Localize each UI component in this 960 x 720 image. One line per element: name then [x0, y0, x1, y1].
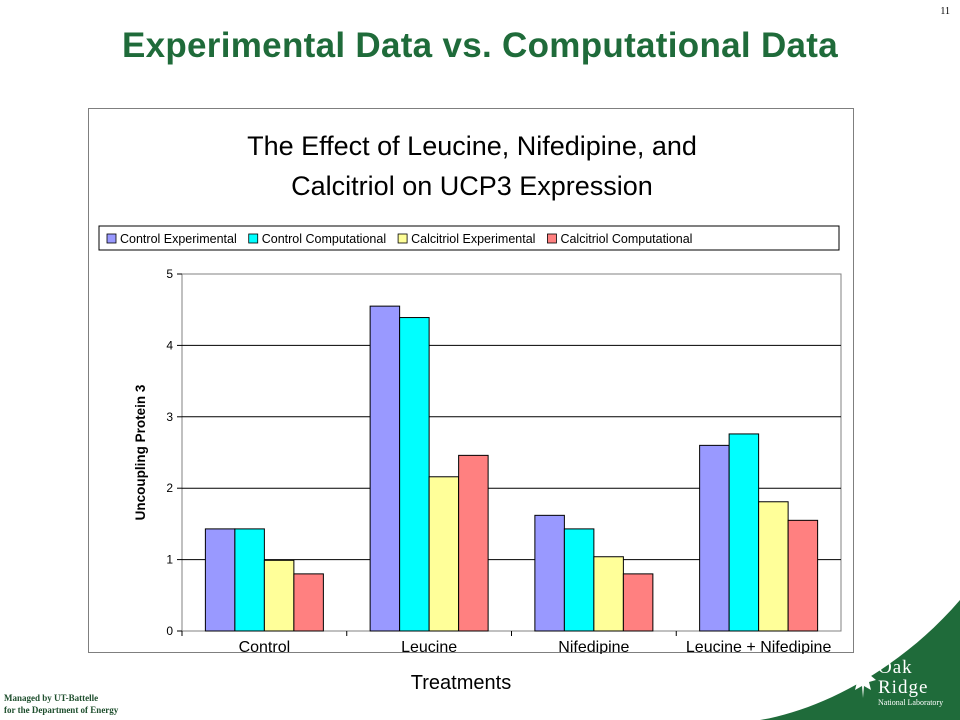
legend-swatch-0: [106, 233, 117, 244]
bar-2-3: [622, 573, 654, 632]
x-tick-label-3: Leucine + Nifedipine: [686, 639, 832, 654]
legend-swatch-1: [248, 233, 259, 244]
bar-1-0: [369, 305, 401, 632]
bar-0-2: [263, 559, 295, 632]
footer-line-1: Managed by UT-Battelle: [4, 693, 99, 703]
y-tick-label-5: 5: [166, 267, 173, 281]
bar-0-3: [293, 573, 324, 632]
footer-managed-by: Managed by UT-Battelle for the Departmen…: [4, 692, 118, 716]
corner-swoosh-shape: [760, 600, 960, 720]
x-tick-label-0: Control: [239, 639, 291, 654]
bar-1-1: [399, 317, 430, 632]
footer-line-2: for the Department of Energy: [4, 705, 119, 715]
bar-3-1: [728, 433, 760, 632]
bar-3-0: [699, 444, 730, 632]
y-tick-label-0: 0: [166, 624, 173, 638]
y-tick-label-3: 3: [166, 410, 173, 424]
bar-1-2: [428, 476, 460, 632]
slide-title: Experimental Data vs. Computational Data: [121, 26, 839, 65]
bar-0-1: [234, 528, 265, 632]
legend-entry-0: Control Experimental: [120, 232, 237, 246]
legend-swatch-3: [547, 233, 557, 244]
bar-3-3: [787, 519, 819, 632]
legend-entry-2: Calcitriol Experimental: [411, 232, 535, 246]
legend-swatch-2: [397, 233, 408, 244]
corner-swoosh: [760, 600, 960, 720]
y-axis-title: Uncoupling Protein 3: [133, 384, 148, 520]
legend-box: [98, 225, 840, 251]
y-tick-label-4: 4: [166, 338, 173, 352]
x-axis-label: Treatments: [410, 672, 512, 694]
bar-3-2: [758, 501, 789, 632]
chart-title-line-1: The Effect of Leucine, Nifedipine, and: [247, 131, 697, 161]
legend-entry-3: Calcitriol Computational: [560, 232, 692, 246]
logo-text: Oak Ridge: [878, 658, 928, 698]
chart: The Effect of Leucine, Nifedipine, and Ca…: [98, 131, 842, 654]
chart-frame: The Effect of Leucine, Nifedipine, and Ca…: [88, 108, 854, 654]
y-tick-label-1: 1: [166, 553, 173, 567]
bar-2-0: [534, 514, 565, 632]
chart-title-line-2: Calcitriol on UCP3 Expression: [291, 171, 653, 201]
bar-0-0: [204, 528, 236, 632]
logo-subtitle: National Laboratory: [878, 698, 944, 707]
bar-2-2: [593, 556, 624, 632]
x-tick-label-2: Nifedipine: [558, 639, 629, 654]
bar-1-3: [458, 454, 489, 632]
logo-line-2: Ridge: [878, 677, 929, 698]
logo-line-1: Oak: [878, 657, 913, 678]
x-tick-label-1: Leucine: [401, 639, 457, 654]
page-number: 11: [940, 6, 950, 17]
bar-2-1: [563, 528, 595, 632]
y-tick-label-2: 2: [166, 481, 173, 495]
legend-entry-1: Control Computational: [262, 232, 386, 246]
oak-ridge-logo: Oak Ridge National Laboratory: [848, 656, 948, 714]
oak-leaf-icon: [850, 662, 876, 698]
